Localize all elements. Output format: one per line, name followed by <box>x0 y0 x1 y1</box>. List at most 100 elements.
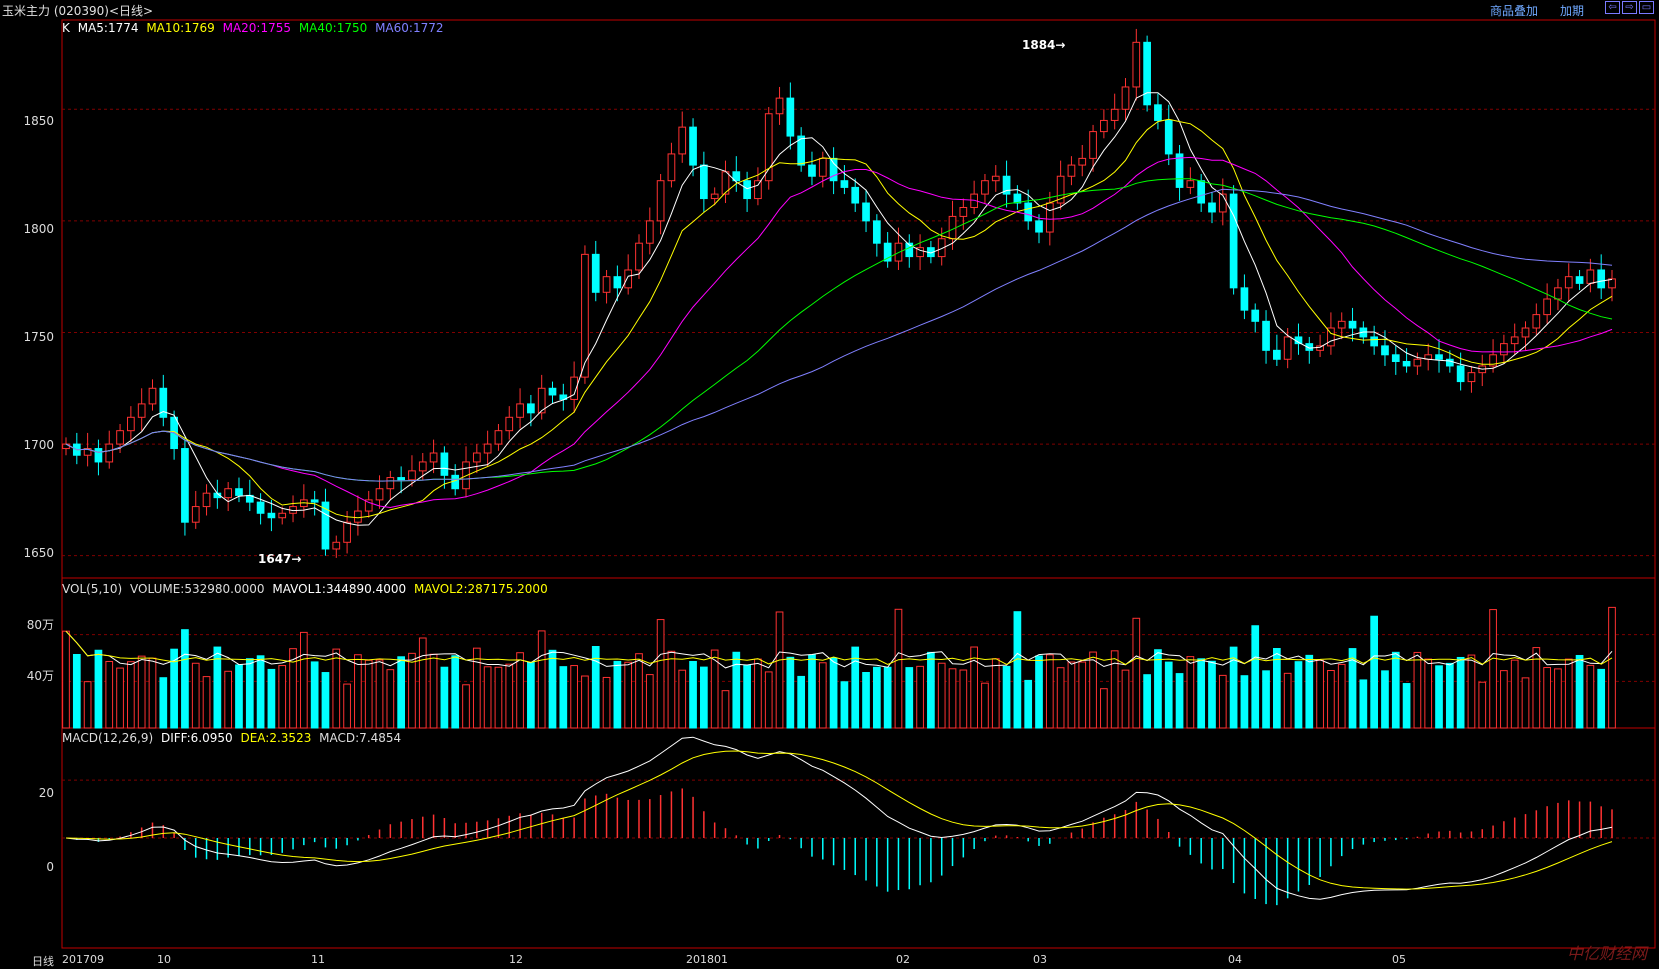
volume-bar <box>624 661 633 729</box>
x-label-05: 05 <box>1392 953 1406 966</box>
candle-body <box>1543 298 1551 316</box>
candle-body <box>1554 287 1562 300</box>
volume-bar <box>721 690 730 729</box>
volume-bar <box>1510 659 1519 729</box>
candle-body <box>1435 354 1443 360</box>
mavol2-line <box>65 630 1613 666</box>
candle-body <box>1089 131 1097 159</box>
candle-body <box>202 492 211 508</box>
candle-body <box>1078 157 1087 166</box>
candle-body <box>797 135 806 166</box>
candle-body <box>570 376 578 400</box>
volume-bar <box>429 653 438 729</box>
candle-body <box>418 461 427 472</box>
candle-body <box>1575 276 1584 284</box>
candle-body <box>581 253 589 378</box>
volume-bar <box>775 611 784 729</box>
volume-bar <box>408 652 416 729</box>
volume-bar <box>905 667 914 729</box>
candle-body <box>1045 202 1054 233</box>
volume-bar <box>743 664 751 729</box>
diff-line <box>65 736 1613 900</box>
volume-bar <box>591 646 600 729</box>
candle-body <box>786 97 795 137</box>
volume-bar <box>1608 606 1616 729</box>
candle-body <box>375 488 384 501</box>
candle-body <box>321 501 330 550</box>
candle-body <box>137 403 146 418</box>
volume-bar <box>548 649 557 729</box>
prev-icon[interactable]: ⇦ <box>1605 1 1620 14</box>
volume-bar <box>1370 615 1379 729</box>
candle-body <box>1110 108 1119 121</box>
candle-body <box>181 448 189 523</box>
volume-bar <box>202 676 211 729</box>
volume-bar <box>1521 677 1530 729</box>
candle-body <box>1348 320 1357 329</box>
candle-body <box>148 387 157 405</box>
add-period-button[interactable]: 加期 <box>1560 4 1585 18</box>
volume-bar <box>224 670 233 729</box>
volume-bar <box>278 665 287 729</box>
volume-bar <box>797 675 806 729</box>
candle-body <box>1586 269 1595 284</box>
volume-bar <box>1337 663 1346 729</box>
candle-body <box>624 269 633 289</box>
x-label-10: 10 <box>157 953 171 966</box>
period-label[interactable]: 日线 <box>32 955 54 968</box>
candle-body <box>981 180 989 195</box>
candle-body <box>710 193 719 200</box>
overlay-commodity-button[interactable]: 商品叠加 <box>1490 4 1539 18</box>
volume-bar <box>645 674 654 729</box>
restore-icon[interactable]: ▭ <box>1639 1 1654 14</box>
ma60-legend: MA60:1772 <box>375 21 444 35</box>
candle-body <box>818 157 827 177</box>
candle-body <box>1121 86 1130 110</box>
candle-body <box>872 220 881 244</box>
volume-bar <box>559 666 568 729</box>
volume-bar <box>494 666 503 729</box>
candle-body <box>840 180 849 188</box>
candle-body <box>527 403 535 414</box>
candle-body <box>602 276 611 293</box>
candle-body <box>278 512 287 519</box>
candle-body <box>1510 336 1519 345</box>
volume-bar <box>332 648 341 729</box>
volume-bar <box>1089 651 1097 729</box>
candle-body <box>1402 360 1411 367</box>
candle-body <box>678 126 687 155</box>
candle-body <box>354 510 362 523</box>
volume-bar <box>1500 670 1508 729</box>
volume-bar <box>1229 646 1238 729</box>
candle-body <box>364 499 373 512</box>
price-legend: K MA5:1774 MA10:1769 MA20:1755 MA40:1750… <box>62 21 447 35</box>
macd-legend: MACD(12,26,9) DIFF:6.0950 DEA:2.3523 MAC… <box>62 731 405 745</box>
candle-body <box>1100 119 1108 133</box>
ma20-legend: MA20:1755 <box>222 21 291 35</box>
candle-body <box>537 387 546 414</box>
candle-body <box>959 206 968 217</box>
candle-body <box>905 242 914 258</box>
candle-body <box>1597 269 1606 289</box>
candle-body <box>808 164 816 177</box>
candle-body <box>754 180 762 200</box>
candle-body <box>1316 345 1324 351</box>
next-icon[interactable]: ⇨ <box>1622 1 1637 14</box>
volume-bar <box>170 648 178 729</box>
volume-bar <box>656 619 665 729</box>
volume-bar <box>689 661 697 729</box>
volume-bar <box>1597 668 1606 729</box>
candle-body <box>1532 314 1541 329</box>
candle-body <box>1240 287 1249 311</box>
volume-bar <box>527 661 535 729</box>
candle-body <box>343 521 351 543</box>
candle-body <box>256 501 265 514</box>
volume-bar <box>105 660 114 729</box>
x-label-03: 03 <box>1033 953 1047 966</box>
volume-bar <box>991 658 1000 729</box>
candle-body <box>883 242 892 262</box>
volume-bar <box>1478 681 1487 729</box>
volume-bar <box>937 662 946 729</box>
volume-bar <box>1045 654 1054 729</box>
